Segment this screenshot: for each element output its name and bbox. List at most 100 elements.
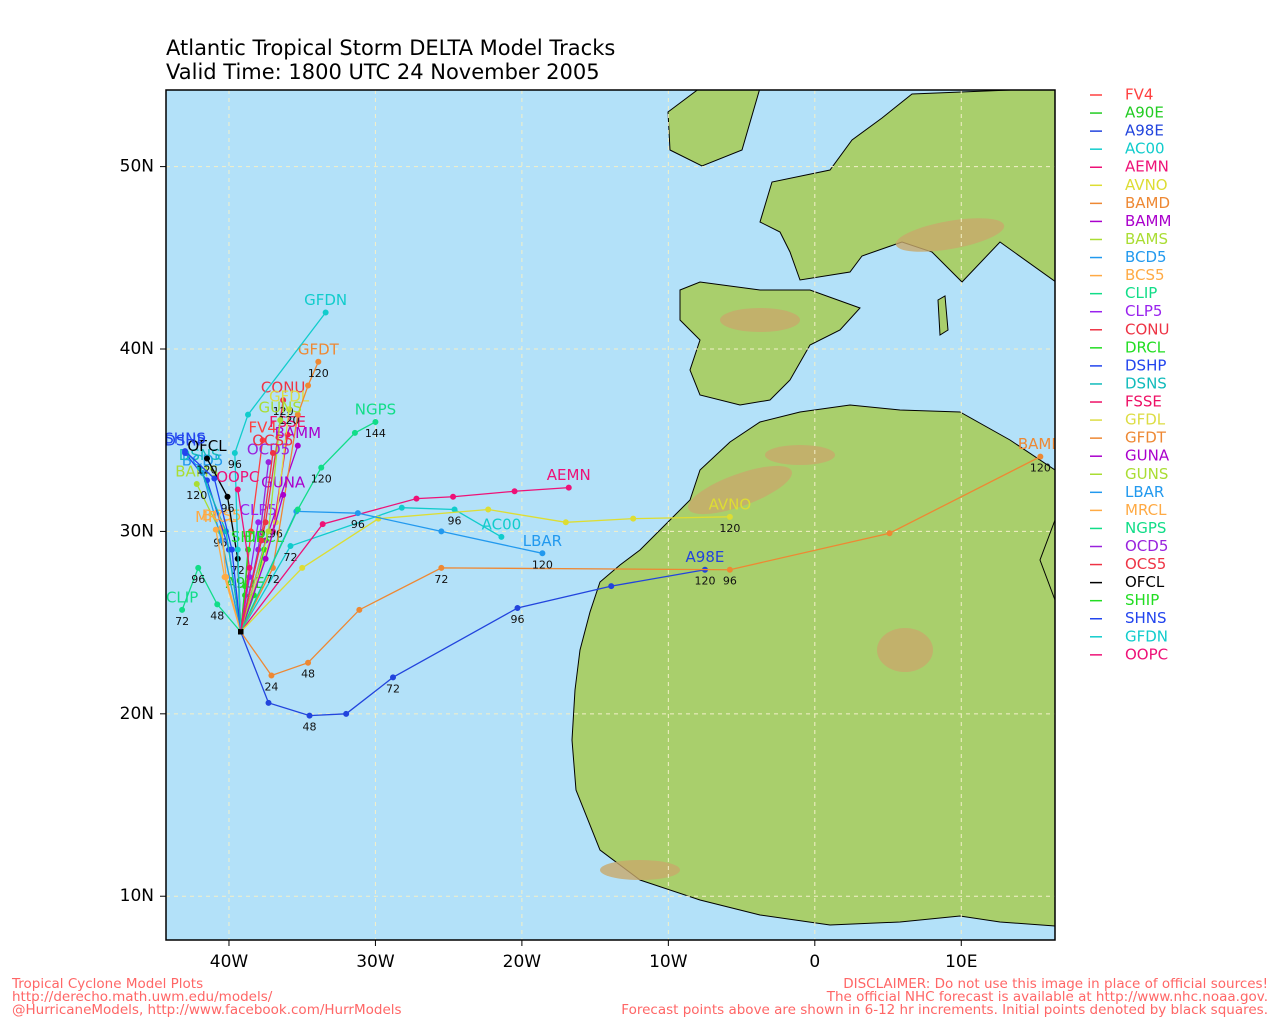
hour-label: 120 bbox=[308, 367, 329, 380]
track-point bbox=[182, 448, 189, 455]
track-label: AVNO bbox=[709, 495, 752, 513]
track-point bbox=[224, 493, 231, 500]
track-point bbox=[498, 533, 505, 540]
track-label: FV4 bbox=[248, 419, 276, 437]
legend-label: FSSE bbox=[1125, 393, 1162, 411]
track-point bbox=[280, 397, 287, 404]
y-tick-label: 40N bbox=[120, 339, 154, 359]
y-tick-label: 20N bbox=[120, 704, 154, 724]
track-point bbox=[322, 309, 329, 316]
track-point bbox=[287, 543, 294, 550]
track-point bbox=[511, 488, 518, 495]
hour-label: 120 bbox=[186, 489, 207, 502]
legend-label: FV4 bbox=[1125, 86, 1153, 104]
footer-left: Tropical Cyclone Model Plots bbox=[11, 976, 203, 992]
legend-label: NGPS bbox=[1125, 519, 1166, 537]
track-point bbox=[351, 429, 358, 436]
hour-label: 96 bbox=[448, 515, 462, 528]
track-point bbox=[265, 459, 272, 466]
legend-label: OOPC bbox=[1125, 645, 1168, 663]
legend-label: BCD5 bbox=[1125, 248, 1167, 266]
legend-label: GFDL bbox=[1125, 411, 1166, 429]
y-tick-label: 30N bbox=[120, 521, 154, 541]
legend-label: A98E bbox=[1125, 122, 1164, 140]
track-label: OCD5 bbox=[247, 441, 290, 459]
axes: 40W 30W 20W 10W 0 10E 10N 20N 30N 40N 50N bbox=[120, 157, 978, 972]
track-point bbox=[305, 659, 312, 666]
hour-label: 72 bbox=[283, 551, 297, 564]
track-point bbox=[398, 504, 405, 511]
legend-label: OCD5 bbox=[1125, 537, 1168, 555]
legend-label: AEMN bbox=[1125, 158, 1169, 176]
hour-label: 120 bbox=[694, 575, 715, 588]
land bbox=[571, 90, 1055, 940]
chart-subtitle: Valid Time: 1800 UTC 24 November 2005 bbox=[166, 60, 600, 84]
track-point bbox=[269, 449, 276, 456]
legend-label: GFDT bbox=[1125, 429, 1167, 447]
track-point bbox=[258, 537, 265, 544]
hour-label: 96 bbox=[351, 518, 365, 531]
legend-label: BCS5 bbox=[1125, 266, 1165, 284]
footer-left: @HurricaneModels, http://www.facebook.co… bbox=[12, 1002, 402, 1018]
hour-label: 96 bbox=[723, 575, 737, 588]
track-point bbox=[211, 475, 218, 482]
footer: Tropical Cyclone Model Plots http://dere… bbox=[11, 976, 1268, 1018]
track-label: GFDN bbox=[304, 291, 347, 309]
track-point bbox=[438, 528, 445, 535]
track-point bbox=[234, 486, 241, 493]
track-label: OOPC bbox=[216, 468, 259, 486]
track-label: GUNS bbox=[259, 399, 302, 417]
track-point bbox=[451, 506, 458, 513]
legend-label: GFDN bbox=[1125, 627, 1168, 645]
track-point bbox=[265, 699, 272, 706]
track-point bbox=[319, 521, 326, 528]
hour-label: 72 bbox=[434, 573, 448, 586]
track-label: SHNS bbox=[164, 430, 206, 448]
track-label: GFDL bbox=[269, 388, 310, 406]
track-point bbox=[294, 506, 301, 513]
track-point bbox=[259, 437, 266, 444]
legend-label: CLIP bbox=[1125, 284, 1157, 302]
track-point bbox=[390, 674, 397, 681]
track bbox=[184, 450, 242, 632]
track-point bbox=[299, 564, 306, 571]
track-point bbox=[315, 358, 322, 365]
hour-label: 120 bbox=[719, 522, 740, 535]
footer-right: Forecast points above are shown in 6-12 … bbox=[621, 1002, 1268, 1018]
hour-label: 72 bbox=[175, 615, 189, 628]
track-point bbox=[726, 566, 733, 573]
legend-label: DSHP bbox=[1125, 356, 1166, 374]
track-point bbox=[608, 583, 615, 590]
track-label: BAMD bbox=[1018, 435, 1063, 453]
hour-label: 72 bbox=[386, 682, 400, 695]
track bbox=[240, 456, 1041, 677]
track-label: DSNS bbox=[179, 446, 221, 464]
x-tick-label: 30W bbox=[356, 952, 395, 972]
track-point bbox=[438, 564, 445, 571]
chart-title: Atlantic Tropical Storm DELTA Model Trac… bbox=[166, 36, 615, 60]
track-point bbox=[204, 455, 211, 462]
track-point bbox=[245, 411, 252, 418]
legend-label: OFCL bbox=[1125, 573, 1165, 591]
track-label: NGPS bbox=[355, 400, 396, 418]
x-tick-label: 10E bbox=[945, 952, 977, 972]
track-label: GFDT bbox=[298, 340, 340, 358]
track-point bbox=[886, 530, 893, 537]
hour-label: 48 bbox=[301, 668, 315, 681]
legend-label: CONU bbox=[1125, 320, 1169, 338]
track-label: OFCL bbox=[187, 437, 227, 455]
hour-label: 96 bbox=[191, 573, 205, 586]
track-point bbox=[450, 493, 457, 500]
track-point bbox=[726, 513, 733, 520]
hour-label: 144 bbox=[365, 427, 386, 440]
track-point bbox=[539, 550, 546, 557]
track-label: OCS5 bbox=[252, 431, 293, 449]
legend-label: GUNS bbox=[1125, 465, 1168, 483]
track-point bbox=[179, 606, 186, 613]
track bbox=[240, 569, 706, 717]
track-point bbox=[343, 710, 350, 717]
track-point bbox=[356, 606, 363, 613]
hour-label: 96 bbox=[221, 502, 235, 515]
legend-label: GUNA bbox=[1125, 447, 1170, 465]
y-tick-label: 10N bbox=[120, 886, 154, 906]
